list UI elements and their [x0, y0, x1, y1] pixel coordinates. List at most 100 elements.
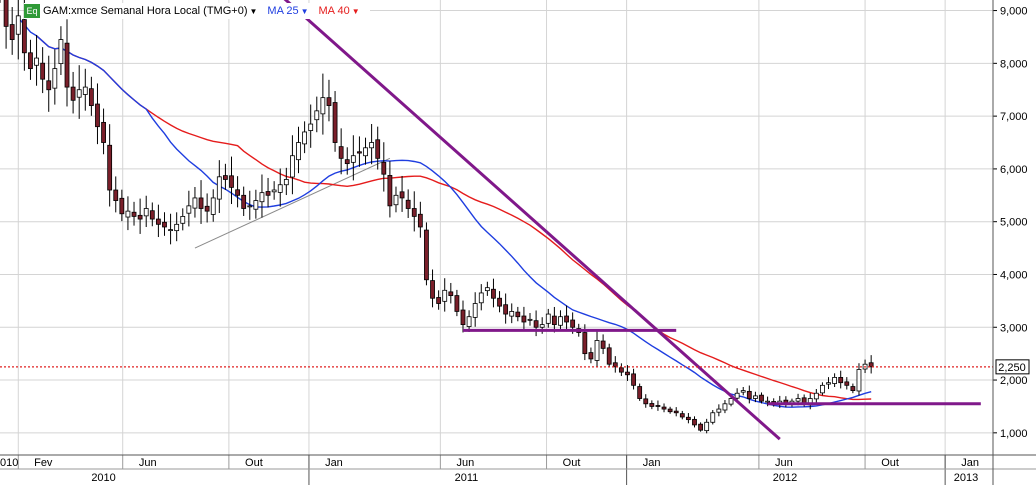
candlestick	[868, 355, 874, 374]
candlestick	[497, 291, 502, 313]
x-month-label: Jun	[139, 457, 157, 469]
y-tick-label: 5,000	[1000, 217, 1028, 229]
candlestick	[308, 104, 314, 148]
candlestick	[46, 55, 52, 112]
candlestick	[82, 68, 88, 111]
candlestick	[168, 213, 173, 245]
candlestick	[375, 126, 381, 170]
y-tick-label: 1,000	[1000, 428, 1028, 440]
candlestick	[350, 135, 356, 181]
candlestick	[393, 186, 399, 213]
candlestick	[631, 368, 636, 390]
candlestick	[746, 385, 752, 404]
x-month-label: Jun	[775, 457, 793, 469]
chevron-down-icon[interactable]: ▼	[249, 6, 258, 16]
candlestick	[283, 167, 289, 196]
candlestick	[76, 65, 82, 119]
candlestick	[460, 300, 466, 333]
trendline	[194, 157, 391, 249]
legend-ma40[interactable]: MA 40 ▼	[319, 5, 360, 17]
candlestick	[40, 47, 46, 94]
equity-badge[interactable]: Eq	[24, 4, 40, 18]
candlestick	[302, 121, 308, 154]
candlestick	[832, 373, 838, 388]
candlestick	[235, 176, 240, 208]
candlestick	[52, 49, 58, 105]
candlestick	[326, 79, 332, 122]
candlestick	[149, 202, 155, 227]
candlestick	[826, 377, 831, 390]
trendlines	[283, 0, 981, 441]
candlestick	[210, 189, 216, 222]
candlestick	[545, 308, 551, 328]
candlestick	[125, 196, 131, 231]
legend-ma25[interactable]: MA 25 ▼	[267, 5, 308, 17]
chevron-down-icon[interactable]: ▼	[351, 6, 360, 16]
current-price-label: 2,250	[998, 362, 1026, 374]
candlestick	[692, 416, 697, 428]
candlestick	[478, 284, 484, 311]
candlestick	[271, 181, 277, 200]
candlestick	[387, 161, 393, 218]
candlestick	[357, 136, 362, 167]
candlestick	[527, 313, 533, 326]
x-month-label: Out	[245, 457, 263, 469]
candlestick	[192, 187, 198, 218]
candlestick	[551, 306, 557, 333]
candlestick	[448, 282, 454, 304]
candlestick	[174, 212, 180, 242]
legend-symbol[interactable]: GAM:xmce Semanal Hora Local (TMG+0) ▼	[43, 5, 257, 17]
candlestick	[216, 160, 222, 214]
y-tick-label: 6,000	[1000, 164, 1028, 176]
candlestick	[58, 26, 64, 76]
candlestick	[600, 334, 606, 355]
y-tick-label: 2,000	[1000, 375, 1028, 387]
y-tick-label: 7,000	[1000, 111, 1028, 123]
trendline	[283, 0, 781, 441]
candlestick	[88, 76, 94, 116]
candlestick	[155, 204, 161, 238]
ma40-line	[36, 35, 872, 401]
candlestick	[704, 418, 710, 434]
candlestick	[484, 281, 490, 296]
candlestick	[363, 137, 368, 165]
candlestick	[466, 310, 472, 332]
candlestick	[381, 142, 387, 192]
candlestick	[740, 386, 746, 396]
candlestick	[661, 403, 667, 413]
candlestick	[759, 392, 764, 404]
x-year-label: 2012	[773, 472, 797, 484]
candlestick	[143, 195, 149, 228]
candlestick	[320, 73, 326, 135]
candlestick	[405, 189, 411, 218]
x-edge-label: 010	[0, 457, 18, 469]
x-month-label: Out	[881, 457, 899, 469]
candlestick	[180, 208, 186, 231]
chevron-down-icon[interactable]: ▼	[300, 6, 309, 16]
candlestick	[856, 363, 862, 396]
x-month-label: Out	[563, 457, 581, 469]
x-month-label: Jun	[456, 457, 474, 469]
candlestick	[332, 91, 338, 152]
candlestick	[9, 7, 15, 55]
candlestick	[813, 388, 819, 403]
y-tick-label: 8,000	[1000, 58, 1028, 70]
candlestick	[290, 135, 295, 195]
candlestick	[241, 186, 247, 216]
candlestick	[503, 293, 509, 324]
candlestick	[259, 174, 265, 218]
candlestick	[685, 413, 691, 424]
candlestick	[655, 400, 661, 411]
candlestick	[710, 410, 716, 425]
symbol-label: GAM:xmce Semanal Hora Local (TMG+0)	[43, 5, 248, 17]
candlestick	[649, 400, 655, 410]
candlestick	[64, 19, 70, 107]
candlestick	[564, 305, 569, 332]
candlestick	[722, 400, 728, 414]
candlestick	[442, 278, 448, 312]
candlestick	[162, 212, 167, 236]
candlestick	[667, 406, 673, 414]
